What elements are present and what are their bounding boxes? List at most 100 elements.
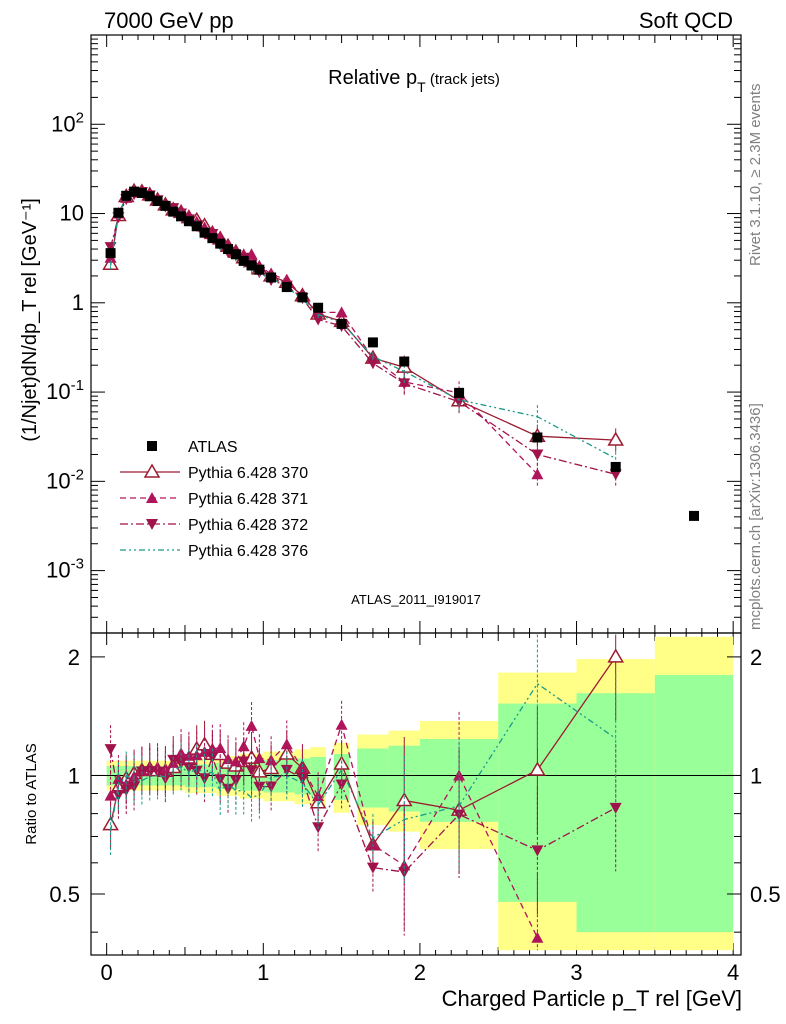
- atlas-point: [254, 264, 265, 275]
- atlas-point: [129, 186, 140, 197]
- atlas-point: [152, 196, 163, 207]
- legend-label: Pythia 6.428 372: [188, 517, 308, 534]
- atlas-point: [532, 432, 543, 443]
- legend-marker: [143, 463, 161, 478]
- series-point: [398, 378, 411, 390]
- ratio-point: [296, 762, 309, 774]
- atlas-point: [160, 200, 171, 211]
- atlas-point: [113, 207, 124, 218]
- ratio-point: [531, 931, 544, 943]
- main-plot: 10-3 10-2 10-1 1 10 102: [46, 34, 742, 955]
- ratio-point: [312, 790, 325, 802]
- ratio-tick-label-left: 1: [68, 763, 80, 788]
- ratio-point: [335, 718, 348, 730]
- y-tick-label: 10: [60, 201, 84, 226]
- atlas-point: [183, 216, 194, 227]
- series-point: [453, 396, 466, 408]
- ratio-tick-label-left: 0.5: [49, 882, 80, 907]
- legend-label: Pythia 6.428 370: [188, 465, 308, 482]
- series-line: [109, 191, 616, 475]
- ratio-point: [280, 764, 293, 776]
- ratio-point: [229, 775, 242, 787]
- atlas-point: [367, 337, 378, 348]
- y-tick-label: 10-2: [46, 466, 84, 493]
- atlas-point: [144, 191, 155, 202]
- ratio-frame: [90, 632, 742, 956]
- ratio-point: [395, 792, 413, 807]
- ratio-point: [229, 755, 242, 767]
- atlas-point: [191, 221, 202, 232]
- atlas-point: [689, 510, 700, 521]
- atlas-point: [399, 356, 410, 367]
- ratio-point: [104, 789, 117, 801]
- header-left: 7000 GeV pp: [104, 8, 234, 33]
- atlas-point: [215, 238, 226, 249]
- chart-title: Relative pT (track jets): [328, 67, 500, 95]
- ratio-point: [607, 648, 625, 663]
- ratio-point: [253, 752, 266, 764]
- series-point: [609, 469, 622, 481]
- ratio-point: [222, 753, 235, 765]
- side-text-top: Rivet 3.1.10, ≥ 2.3M events: [747, 84, 764, 267]
- series-point: [335, 306, 348, 318]
- ratio-point: [335, 779, 348, 791]
- ratio-plot: 0 1 2 3 4 0.5 0.5 1 1 2 2: [49, 632, 781, 985]
- ratio-point: [529, 761, 546, 776]
- x-tick-label: 1: [257, 960, 269, 985]
- ratio-point: [245, 719, 258, 731]
- series-point: [366, 358, 379, 370]
- ratio-point: [206, 742, 219, 754]
- y-tick-label: 10-3: [46, 556, 84, 583]
- legend-label: Pythia 6.428 371: [188, 491, 308, 508]
- y-tick-label: 10-1: [46, 377, 84, 404]
- header-right: Soft QCD: [639, 8, 733, 33]
- atlas-point: [246, 260, 257, 271]
- ratio-point: [237, 756, 250, 768]
- atlas-point: [281, 282, 292, 293]
- series-point: [531, 468, 544, 480]
- atlas-point: [176, 211, 187, 222]
- atlas-point: [266, 272, 277, 283]
- legend-marker: [147, 441, 157, 451]
- atlas-point: [136, 187, 147, 198]
- x-tick-label: 0: [101, 960, 113, 985]
- legend-marker: [146, 519, 158, 530]
- ratio-point: [206, 752, 219, 764]
- ratio-point: [167, 754, 180, 766]
- ratio-point: [112, 789, 125, 801]
- ratio-series-line: [109, 682, 617, 839]
- atlas-point: [105, 248, 116, 259]
- y-tick-label: 1: [72, 290, 84, 315]
- series-point: [531, 449, 544, 461]
- side-text-bottom: mcplots.cern.ch [arXiv:1306.3436]: [747, 403, 764, 630]
- ratio-point: [120, 785, 133, 797]
- series-point: [607, 431, 625, 446]
- atlas-point: [223, 244, 234, 255]
- y-tick-label: 102: [51, 109, 84, 136]
- legend-label: Pythia 6.428 376: [188, 543, 308, 560]
- ratio-point: [296, 773, 309, 785]
- atlas-point: [336, 318, 347, 329]
- ratio-band-green: [654, 674, 734, 933]
- ratio-tick-label-left: 2: [68, 645, 80, 670]
- legend: ATLAS Pythia 6.428 370 Pythia 6.428 371 Pyt…: [120, 439, 308, 560]
- atlas-point: [230, 249, 241, 260]
- ratio-band-green: [310, 756, 326, 797]
- series-line: [109, 191, 538, 475]
- atlas-point: [168, 206, 179, 217]
- ratio-point: [366, 862, 379, 874]
- x-axis-label: Charged Particle p_T rel [GeV]: [442, 986, 742, 1011]
- atlas-point: [297, 292, 308, 303]
- legend-label: ATLAS: [188, 439, 238, 456]
- ratio-point: [245, 765, 258, 777]
- x-tick-label: 3: [570, 960, 582, 985]
- ratio-point: [531, 845, 544, 857]
- atlas-point: [121, 190, 132, 201]
- ratio-tick-label-right: 2: [750, 645, 762, 670]
- x-tick-label: 4: [727, 960, 739, 985]
- atlas-point: [313, 302, 324, 313]
- atlas-point: [610, 461, 621, 472]
- legend-marker: [146, 492, 158, 503]
- series-line: [109, 190, 616, 441]
